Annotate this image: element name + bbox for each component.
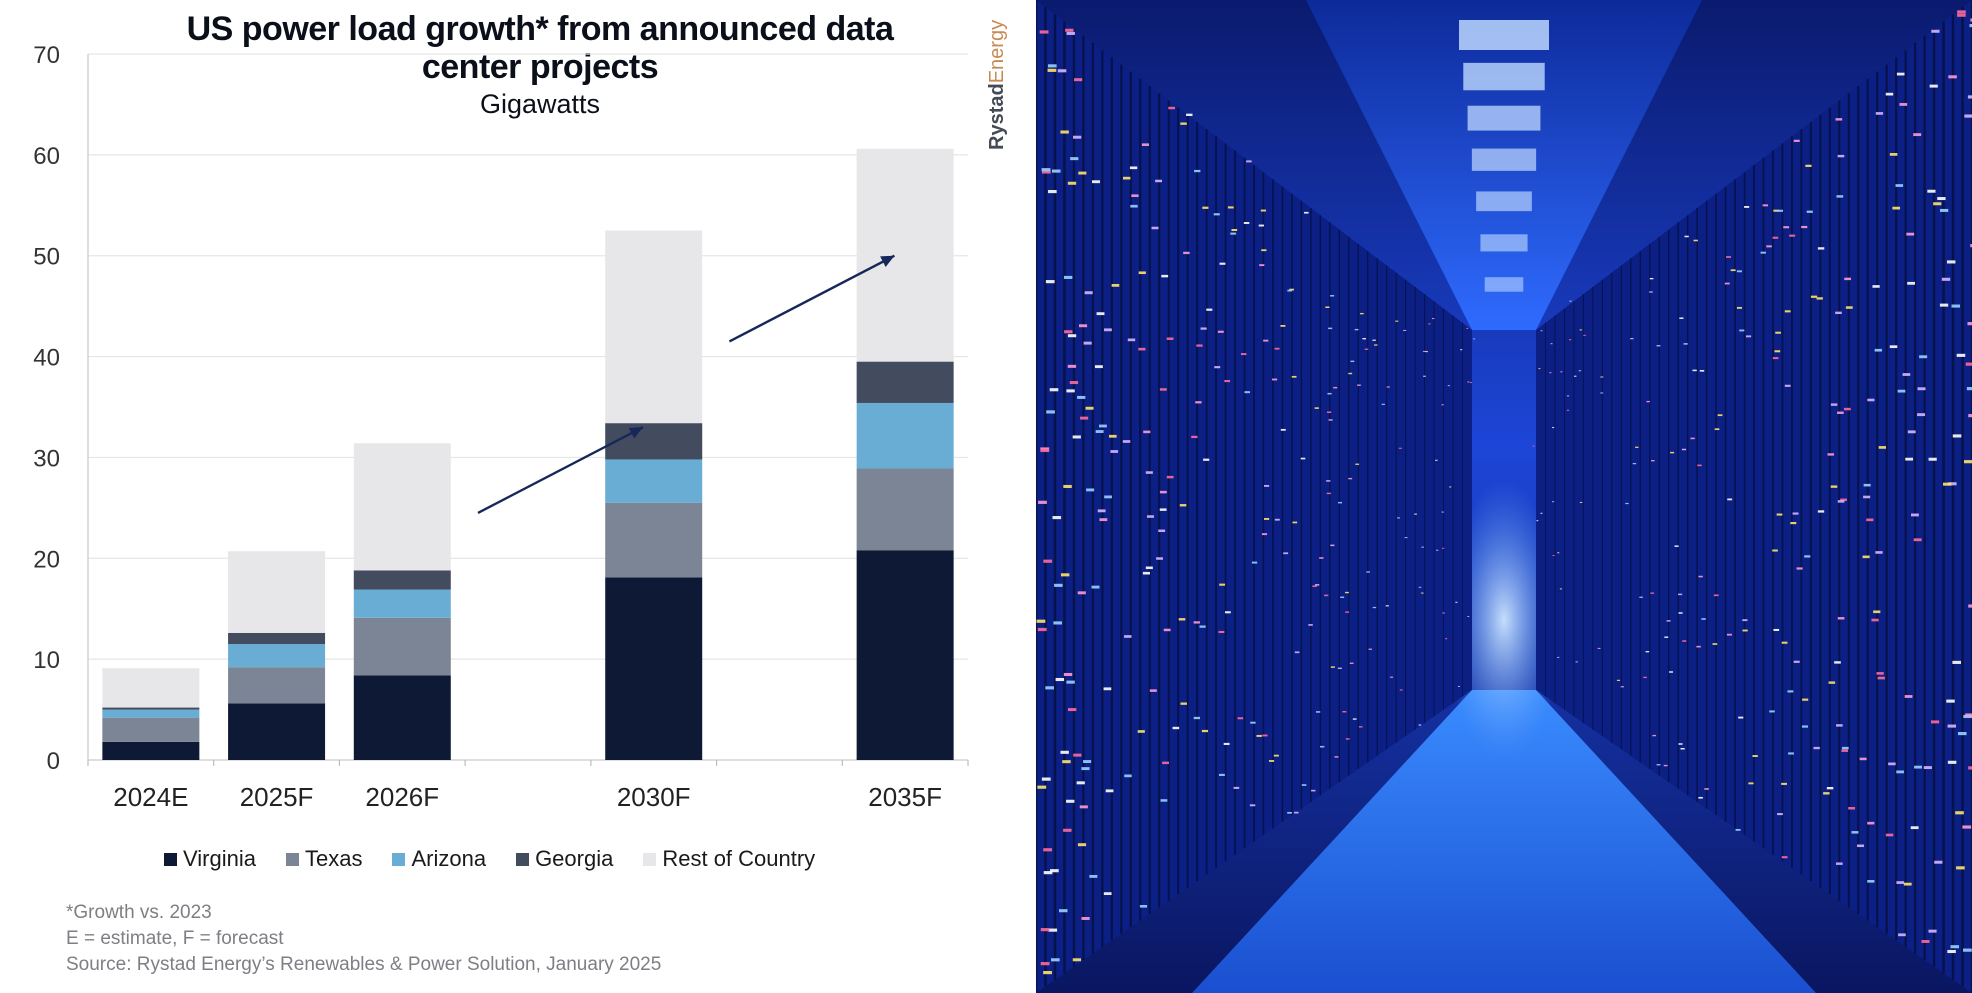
bar-segment-arizona: [856, 402, 954, 469]
brand-part-1: Rystad: [986, 83, 1008, 150]
annotations: [477, 254, 895, 514]
bar-segment-virginia: [856, 550, 954, 760]
y-tick-label: 60: [33, 143, 60, 170]
chart-legend: Virginia Texas Arizona Georgia Rest of Count…: [164, 846, 815, 872]
x-tick-label: 2035F: [868, 782, 942, 812]
legend-label: Arizona: [411, 846, 487, 871]
bar-segment-virginia: [605, 577, 703, 760]
right-server-rack: [1536, 0, 1972, 993]
bar-segment-georgia: [228, 632, 326, 645]
bar-segment-arizona: [102, 709, 200, 718]
ceiling-lights: [1459, 20, 1549, 292]
y-tick-label: 30: [33, 445, 60, 472]
x-tick-label: 2025F: [240, 782, 314, 812]
brand-logo: RystadEnergy: [986, 20, 1009, 150]
brand-part-2: Energy: [986, 19, 1008, 84]
bar-segment-texas: [856, 468, 954, 551]
bar-segment-texas: [102, 717, 200, 742]
growth-arrow: [477, 426, 644, 514]
footnote-estimate: E = estimate, F = forecast: [66, 928, 284, 949]
x-tick-label: 2026F: [365, 782, 439, 812]
data-center-photo: [1036, 0, 1972, 993]
legend-item: Arizona: [392, 846, 486, 872]
bar-segment-georgia: [605, 423, 703, 460]
bar-segment-texas: [353, 617, 451, 676]
bar-segment-georgia: [353, 570, 451, 590]
bar-segment-virginia: [102, 741, 200, 760]
bar-segment-rest-of-country: [102, 668, 200, 708]
legend-swatch: [643, 852, 657, 866]
legend-swatch: [392, 852, 406, 866]
growth-arrow: [728, 254, 895, 343]
gridlines: [87, 53, 969, 766]
y-tick-label: 20: [33, 546, 60, 573]
bar-segment-arizona: [228, 644, 326, 668]
footnotes: *Growth vs. 2023 E = estimate, F = forec…: [66, 900, 661, 978]
x-axis-ticks: 2024E 2025F 2026F 2030F 2035F: [113, 782, 942, 812]
chart-subtitle: Gigawatts: [479, 89, 601, 119]
server-aisle-image: [1036, 0, 1972, 993]
legend-swatch: [164, 852, 177, 866]
bar-segment-rest-of-country: [353, 443, 451, 571]
legend-label: Virginia: [183, 846, 256, 871]
y-axis-ticks: 0 10 20 30 40 50 60 70: [33, 42, 60, 775]
left-server-rack: [1036, 0, 1472, 993]
bar-segment-virginia: [353, 675, 451, 760]
chart-panel: US power load growth* from announced dat…: [33, 10, 1009, 978]
bar-segment-arizona: [605, 459, 703, 503]
y-tick-label: 40: [33, 345, 60, 372]
bar-segment-arizona: [353, 589, 451, 618]
bar-segment-texas: [228, 667, 326, 704]
bars: [102, 148, 954, 760]
bar-segment-rest-of-country: [228, 551, 326, 633]
x-tick-label: 2024E: [113, 782, 188, 812]
bar-segment-virginia: [228, 703, 326, 760]
legend-item: Texas: [285, 846, 363, 872]
legend-item: Virginia: [164, 846, 256, 872]
bar-segment-texas: [605, 502, 703, 578]
y-tick-label: 70: [33, 42, 60, 69]
footnote-growth: *Growth vs. 2023: [66, 902, 212, 923]
x-tick-label: 2030F: [617, 782, 691, 812]
legend-item: Rest of Country: [643, 846, 815, 872]
bar-segment-georgia: [102, 707, 200, 710]
legend-label: Rest of Country: [662, 846, 816, 871]
bar-segment-rest-of-country: [856, 148, 954, 362]
legend-swatch: [285, 852, 299, 866]
y-tick-label: 50: [33, 244, 60, 271]
server-leds: [1036, 10, 1972, 975]
bar-segment-georgia: [856, 361, 954, 403]
footnote-source: Source: Rystad Energy’s Renewables & Pow…: [66, 954, 662, 975]
legend-swatch: [516, 852, 530, 866]
y-tick-label: 10: [33, 647, 60, 674]
legend-label: Georgia: [535, 846, 614, 871]
legend-label: Texas: [304, 846, 363, 871]
bar-chart: 0 10 20 30 40 50 60 70 2024E 2025F 2026F 2030F 2035…: [33, 42, 969, 812]
bar-segment-rest-of-country: [605, 230, 703, 424]
y-tick-label: 0: [47, 748, 60, 775]
legend-item: Georgia: [516, 846, 613, 872]
